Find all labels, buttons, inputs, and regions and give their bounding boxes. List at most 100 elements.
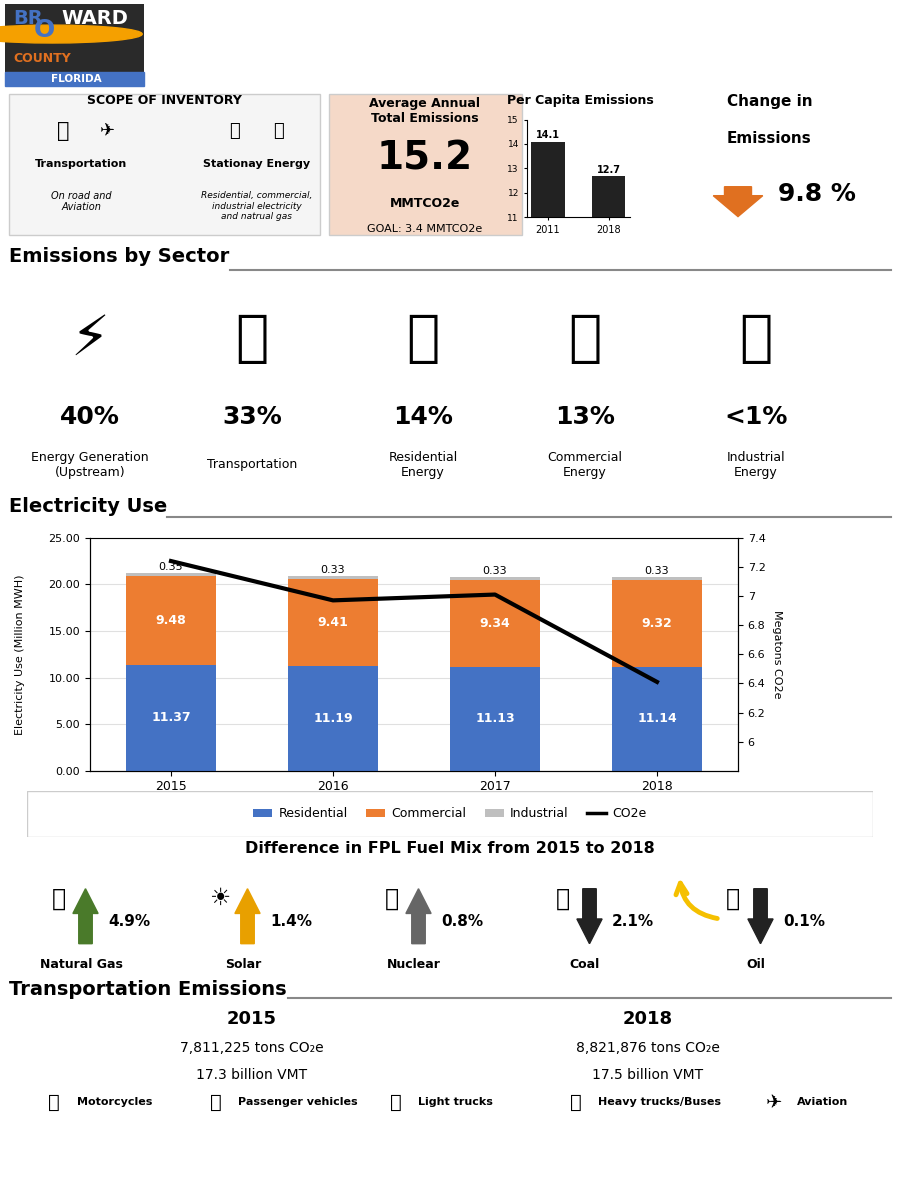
Text: 33%: 33% bbox=[222, 405, 282, 429]
Legend: Residential, Commercial, Industrial, CO2e: Residential, Commercial, Industrial, CO2… bbox=[248, 802, 652, 826]
Text: 🚙: 🚙 bbox=[236, 312, 268, 367]
Text: Motorcycles: Motorcycles bbox=[76, 1097, 152, 1108]
Text: MMTCO2e: MMTCO2e bbox=[390, 197, 460, 209]
Bar bbox=[126, 574, 216, 576]
Text: 9.48: 9.48 bbox=[156, 614, 186, 627]
FancyBboxPatch shape bbox=[328, 94, 522, 234]
Text: 2015: 2015 bbox=[227, 1010, 277, 1028]
Text: Aviation: Aviation bbox=[796, 1097, 848, 1108]
Text: Light trucks: Light trucks bbox=[418, 1097, 493, 1108]
Text: ☀️: ☀️ bbox=[210, 887, 231, 911]
Text: O: O bbox=[33, 18, 55, 42]
Text: Oil: Oil bbox=[747, 958, 765, 970]
Text: 🚗: 🚗 bbox=[210, 1092, 222, 1111]
Text: 14%: 14% bbox=[393, 405, 453, 429]
Bar bbox=[288, 667, 377, 771]
Y-axis label: Megatons CO2e: Megatons CO2e bbox=[772, 609, 782, 699]
Circle shape bbox=[0, 25, 142, 43]
Text: 🏍️: 🏍️ bbox=[48, 1092, 60, 1111]
Text: Stationay Energy: Stationay Energy bbox=[202, 159, 310, 170]
Text: 8,821,876 tons CO₂e: 8,821,876 tons CO₂e bbox=[576, 1041, 720, 1055]
Text: ✈️: ✈️ bbox=[766, 1092, 782, 1111]
Text: 0.33: 0.33 bbox=[320, 565, 346, 575]
Text: Commercial
Energy: Commercial Energy bbox=[547, 451, 623, 479]
Text: 7,811,225 tons CO₂e: 7,811,225 tons CO₂e bbox=[180, 1041, 324, 1055]
Text: 11.19: 11.19 bbox=[313, 712, 353, 725]
Text: Energy Generation
(Upstream): Energy Generation (Upstream) bbox=[32, 451, 148, 479]
Text: Change in: Change in bbox=[726, 94, 813, 109]
Text: 11.13: 11.13 bbox=[475, 712, 515, 725]
Text: 2018: 2018 bbox=[623, 1010, 673, 1028]
Text: ⚡: ⚡ bbox=[70, 312, 110, 367]
Y-axis label: Electricity Use (Million MWH): Electricity Use (Million MWH) bbox=[15, 574, 25, 735]
Bar bbox=[288, 576, 377, 578]
Bar bbox=[592, 176, 626, 488]
Text: <1%: <1% bbox=[724, 405, 788, 429]
Bar bbox=[450, 667, 540, 771]
Bar bbox=[126, 576, 216, 664]
Text: 11.37: 11.37 bbox=[151, 711, 191, 724]
Text: Nuclear: Nuclear bbox=[387, 958, 441, 970]
FancyArrow shape bbox=[235, 889, 260, 944]
Text: 🏢: 🏢 bbox=[274, 122, 284, 141]
Text: 🚚: 🚚 bbox=[570, 1092, 582, 1111]
Bar bbox=[613, 577, 702, 580]
FancyArrow shape bbox=[73, 889, 98, 944]
FancyBboxPatch shape bbox=[4, 4, 144, 86]
Bar bbox=[450, 580, 540, 667]
Text: Difference in FPL Fuel Mix from 2015 to 2018: Difference in FPL Fuel Mix from 2015 to … bbox=[245, 840, 655, 856]
Text: 0.1%: 0.1% bbox=[783, 914, 825, 930]
Text: 14.1: 14.1 bbox=[536, 130, 560, 140]
FancyArrow shape bbox=[713, 186, 762, 216]
Text: 12.7: 12.7 bbox=[597, 165, 621, 174]
Text: 0.33: 0.33 bbox=[482, 566, 508, 576]
Text: 🔋: 🔋 bbox=[384, 887, 399, 911]
Text: 15.2: 15.2 bbox=[377, 140, 472, 177]
FancyArrow shape bbox=[406, 889, 431, 944]
Text: 🪨: 🪨 bbox=[555, 887, 570, 911]
Text: Passenger vehicles: Passenger vehicles bbox=[238, 1097, 358, 1108]
Text: For more information visit Broward.org/Climate or email Resilience@broward.org: For more information visit Broward.org/C… bbox=[153, 1154, 747, 1170]
Text: Solar: Solar bbox=[225, 958, 261, 970]
Text: 🏠: 🏠 bbox=[407, 312, 439, 367]
Text: Greenhouse Gas Inventory 2015-2018: Greenhouse Gas Inventory 2015-2018 bbox=[274, 37, 778, 61]
Text: 17.5 billion VMT: 17.5 billion VMT bbox=[592, 1068, 704, 1081]
Text: 0.33: 0.33 bbox=[644, 566, 670, 576]
Text: 🪣: 🪣 bbox=[51, 887, 66, 911]
Text: 🚐: 🚐 bbox=[390, 1092, 402, 1111]
Text: GOAL: 3.4 MMTCO2e: GOAL: 3.4 MMTCO2e bbox=[367, 223, 482, 233]
Text: ✈: ✈ bbox=[101, 122, 115, 141]
Text: Emissions by Sector: Emissions by Sector bbox=[9, 247, 230, 266]
Text: Transportation: Transportation bbox=[207, 459, 297, 471]
Text: 2.1%: 2.1% bbox=[612, 914, 654, 930]
Text: Industrial
Energy: Industrial Energy bbox=[726, 451, 786, 479]
Text: 🏭: 🏭 bbox=[740, 312, 772, 367]
Bar bbox=[450, 577, 540, 580]
Text: Broward County Communitywide: Broward County Communitywide bbox=[308, 20, 745, 44]
Text: 🏢: 🏢 bbox=[569, 312, 601, 367]
Text: Coal: Coal bbox=[570, 958, 600, 970]
Bar bbox=[531, 141, 564, 488]
FancyArrow shape bbox=[577, 889, 602, 944]
Text: 🏠: 🏠 bbox=[229, 122, 239, 141]
Text: 0.35: 0.35 bbox=[158, 563, 184, 572]
Bar bbox=[288, 578, 377, 667]
Text: Transportation Emissions: Transportation Emissions bbox=[9, 980, 286, 999]
FancyBboxPatch shape bbox=[9, 94, 320, 234]
Text: Residential, commercial,
industrial electricity
and natrual gas: Residential, commercial, industrial elec… bbox=[201, 191, 312, 221]
Text: 0.8%: 0.8% bbox=[441, 914, 483, 930]
Text: SCOPE OF INVENTORY: SCOPE OF INVENTORY bbox=[87, 94, 242, 108]
Text: 9.32: 9.32 bbox=[642, 617, 672, 630]
Text: 🚗: 🚗 bbox=[57, 122, 69, 141]
Text: 1.4%: 1.4% bbox=[270, 914, 312, 930]
Bar bbox=[4, 72, 144, 86]
Text: Natural Gas: Natural Gas bbox=[40, 958, 122, 970]
Text: On road and
Aviation: On road and Aviation bbox=[50, 191, 112, 213]
Bar bbox=[126, 664, 216, 771]
Text: Per Capita Emissions: Per Capita Emissions bbox=[507, 94, 654, 108]
Text: COUNTY: COUNTY bbox=[14, 53, 71, 65]
Text: 17.3 billion VMT: 17.3 billion VMT bbox=[196, 1068, 308, 1081]
Text: 4.9%: 4.9% bbox=[108, 914, 150, 930]
Text: Average Annual
Total Emissions: Average Annual Total Emissions bbox=[369, 97, 481, 125]
Text: Heavy trucks/Buses: Heavy trucks/Buses bbox=[598, 1097, 722, 1108]
